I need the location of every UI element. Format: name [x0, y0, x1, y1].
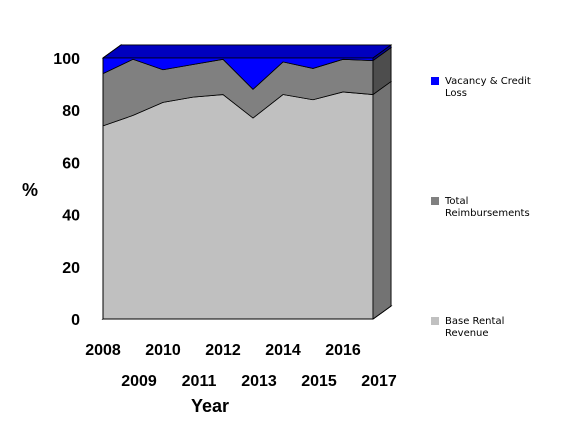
y-tick-label: 0 — [71, 312, 80, 329]
axes — [102, 58, 373, 320]
area-top-face — [101, 44, 393, 59]
x-tick-label: 2016 — [325, 342, 361, 359]
legend-label: Total Reimbursements — [444, 196, 530, 219]
area-side-face — [372, 80, 392, 320]
y-tick-label: 80 — [62, 103, 80, 120]
x-tick-label: 2012 — [205, 342, 241, 359]
area-base-rental-revenue — [102, 91, 374, 320]
legend-label: Base Rental Revenue — [445, 316, 504, 339]
legend-swatch — [431, 77, 439, 85]
legend: Vacancy & Credit Loss Total Reimbursements B… — [431, 76, 531, 339]
x-tick-label: 2015 — [301, 373, 337, 390]
x-tick-label: 2017 — [361, 373, 397, 390]
plot-areas — [101, 44, 393, 320]
x-axis-title: Year — [191, 396, 229, 416]
area-side-face — [372, 44, 392, 62]
x-tick-label: 2008 — [85, 342, 121, 359]
legend-label: Vacancy & Credit Loss — [445, 76, 531, 99]
legend-swatch — [431, 317, 439, 325]
x-tick-label: 2011 — [182, 373, 217, 390]
y-tick-label: 20 — [62, 260, 80, 277]
x-tick-label: 2010 — [145, 342, 181, 359]
x-tick-label: 2014 — [265, 342, 301, 359]
legend-swatch — [431, 197, 439, 205]
y-tick-label: 40 — [62, 208, 80, 225]
y-tick-label: 60 — [62, 155, 80, 172]
y-axis-title: % — [22, 180, 38, 200]
x-tick-label: 2013 — [241, 373, 277, 390]
y-tick-label: 100 — [53, 51, 80, 68]
x-tick-label: 2009 — [121, 373, 157, 390]
